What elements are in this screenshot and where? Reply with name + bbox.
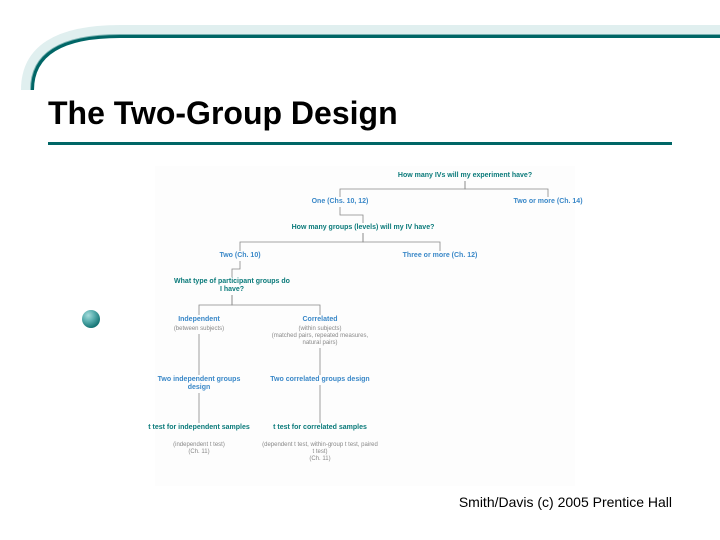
top-accent-curve [0,0,720,90]
flowchart-node-a3as: (between subjects) [149,326,249,333]
flowchart-node-a2a: Two (Ch. 10) [195,252,285,260]
bullet-icon [82,310,100,328]
flowchart-node-t2s: (dependent t test, within-group t test, … [261,442,379,463]
flowchart-node-a2b: Three or more (Ch. 12) [375,252,505,260]
flowchart-node-d1: Two independent groups design [149,376,249,392]
footer-citation: Smith/Davis (c) 2005 Prentice Hall [459,494,672,510]
flowchart-node-t1: t test for independent samples [145,424,253,432]
flowchart-node-a3b: Correlated [265,316,375,324]
flowchart-node-q3: What type of participant groups do I hav… [173,278,291,294]
title-underline [48,142,672,145]
flowchart-node-q1: How many IVs will my experiment have? [385,172,545,180]
flowchart-node-t2: t test for correlated samples [261,424,379,432]
flowchart-node-t1s: (independent t test)(Ch. 11) [145,442,253,456]
flowchart-node-a1a: One (Chs. 10, 12) [285,198,395,206]
slide-title: The Two-Group Design [48,95,672,132]
flowchart-node-d2: Two correlated groups design [265,376,375,384]
flowchart-diagram: How many IVs will my experiment have? One… [155,166,575,486]
flowchart-node-a3bs: (within subjects)(matched pairs, repeate… [263,326,377,347]
flowchart-node-q2: How many groups (levels) will my IV have… [273,224,453,232]
flowchart-node-a3a: Independent [149,316,249,324]
flowchart-node-a1b: Two or more (Ch. 14) [493,198,603,206]
